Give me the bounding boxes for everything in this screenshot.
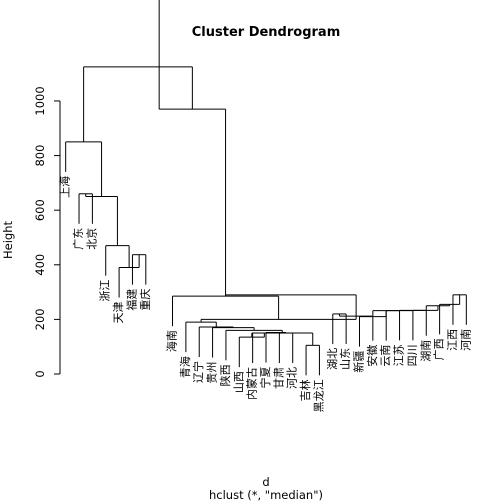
- leaf-label: 黑龙江: [312, 379, 325, 412]
- leaf-label: 青海: [178, 356, 192, 378]
- y-tick-label: 0: [33, 370, 47, 377]
- leaf-label: 宁夏: [258, 366, 272, 388]
- leaf-label: 北京: [84, 228, 98, 250]
- leaf-labels: 上海广东北京浙江天津福建重庆西藏海南青海辽宁贵州陕西山西内蒙古宁夏甘肃河北吉林黑…: [58, 176, 473, 412]
- leaf-label: 浙江: [99, 280, 112, 302]
- leaf-label: 河南: [459, 329, 472, 351]
- leaf-label: 海南: [165, 330, 179, 352]
- x-axis-subtitle: hclust (*, "median"): [209, 488, 323, 502]
- leaf-label: 山东: [339, 348, 352, 370]
- leaf-label: 重庆: [138, 289, 152, 311]
- chart-title: Cluster Dendrogram: [192, 25, 341, 40]
- y-tick-label: 400: [33, 254, 47, 276]
- y-tick-label: 200: [33, 308, 47, 330]
- leaf-label: 山西: [232, 371, 245, 393]
- leaf-label: 天津: [112, 302, 125, 324]
- leaf-label: 内蒙古: [245, 367, 259, 400]
- leaf-label: 辽宁: [191, 361, 205, 383]
- leaf-label: 福建: [124, 289, 138, 311]
- leaf-label: 江苏: [393, 344, 406, 366]
- leaf-label: 新疆: [351, 351, 365, 373]
- leaf-label: 上海: [58, 176, 72, 198]
- leaf-label: 江西: [446, 329, 459, 351]
- leaf-label: 湖南: [419, 340, 432, 362]
- leaf-label: 广西: [433, 338, 446, 360]
- leaf-label: 云南: [379, 345, 392, 367]
- y-tick-label: 800: [33, 145, 47, 167]
- y-tick-label: 1000: [33, 86, 47, 115]
- leaf-label: 四川: [406, 344, 419, 366]
- leaf-label: 广东: [72, 228, 85, 250]
- leaf-label: 贵州: [206, 362, 219, 384]
- leaf-label: 陕西: [218, 364, 232, 386]
- leaf-label: 湖北: [326, 348, 339, 370]
- dendrogram-links: [65, 0, 467, 376]
- leaf-label: 甘肃: [272, 367, 285, 389]
- leaf-label: 安徽: [365, 345, 379, 367]
- y-tick-label: 600: [33, 199, 47, 221]
- y-axis: 0 200 400 600 800 1000: [33, 86, 61, 378]
- y-axis-label: Height: [1, 221, 15, 260]
- leaf-label: 河北: [286, 367, 299, 389]
- x-axis-label: d: [262, 475, 269, 489]
- leaf-label: 吉林: [298, 379, 312, 401]
